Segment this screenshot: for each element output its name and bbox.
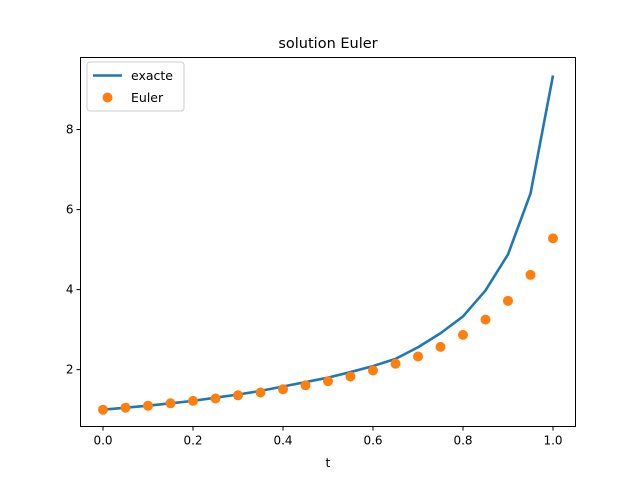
y-tick-label: 6 <box>66 203 74 217</box>
plot-area <box>98 75 558 415</box>
data-point-euler <box>278 384 288 395</box>
x-axis-ticks: 0.0 0.2 0.4 0.6 0.8 1.0 <box>93 426 563 448</box>
data-point-euler <box>548 233 558 244</box>
data-point-euler <box>368 365 378 376</box>
axes-frame <box>80 57 576 427</box>
x-tick-label: 0.2 <box>183 434 202 448</box>
data-point-euler <box>300 380 311 391</box>
data-point-euler <box>120 402 131 413</box>
data-point-euler <box>458 329 468 340</box>
legend-marker-euler <box>102 92 113 103</box>
x-axis-label: t <box>326 455 331 470</box>
data-point-euler <box>143 400 153 411</box>
data-point-euler <box>165 398 176 409</box>
x-tick-label: 1.0 <box>543 434 562 448</box>
x-tick-label: 0.0 <box>93 434 112 448</box>
data-point-euler <box>390 358 401 369</box>
legend-label-exacte: exacte <box>131 68 173 83</box>
y-axis-ticks: 2 4 6 8 <box>66 123 81 377</box>
data-point-euler <box>210 393 221 404</box>
series-line-exacte <box>102 75 555 411</box>
x-tick-label: 0.8 <box>453 434 472 448</box>
legend-label-euler: Euler <box>131 90 164 105</box>
y-tick-label: 2 <box>66 363 74 377</box>
data-point-euler <box>255 387 266 398</box>
data-point-euler <box>480 314 491 325</box>
y-tick-label: 4 <box>66 283 74 297</box>
data-point-euler <box>98 404 108 415</box>
data-point-euler <box>345 371 356 382</box>
legend: exacte Euler <box>86 61 185 112</box>
y-tick-label: 8 <box>66 123 74 137</box>
data-point-euler <box>503 295 513 306</box>
x-tick-label: 0.4 <box>273 434 292 448</box>
data-point-euler <box>435 341 446 352</box>
data-point-euler <box>188 395 198 406</box>
data-point-euler <box>323 376 333 387</box>
chart-title: solution Euler <box>278 36 377 52</box>
x-tick-label: 0.6 <box>363 434 382 448</box>
data-point-euler <box>413 351 423 362</box>
data-point-euler <box>525 269 536 280</box>
data-point-euler <box>233 390 243 401</box>
